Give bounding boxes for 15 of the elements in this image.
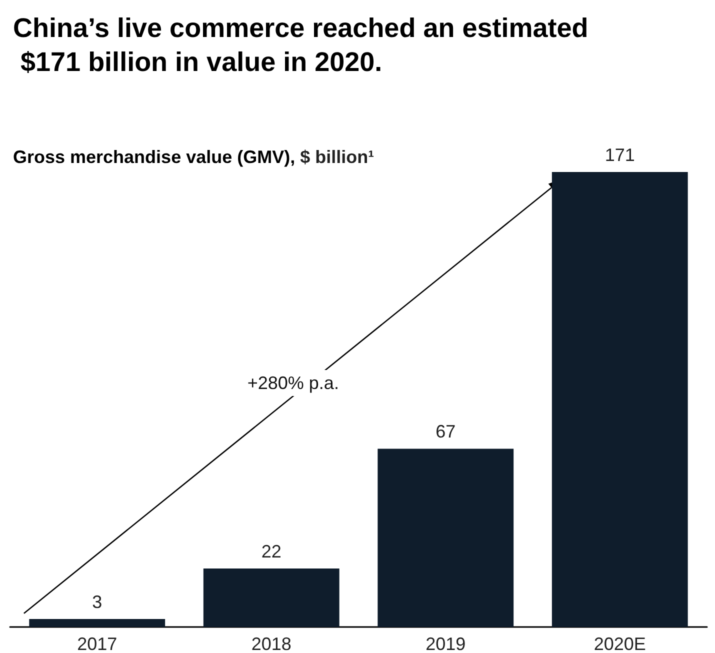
data-label: 67 [436,422,456,442]
x-tick-label: 2018 [251,634,292,653]
x-tick-label: 2020E [594,634,646,653]
bar [552,172,688,627]
annotation: +280% p.a. [247,373,339,394]
data-label: 171 [604,145,635,165]
x-tick-label: 2017 [77,634,118,653]
bar [29,619,166,627]
bar [203,568,340,627]
chart-subtitle: Gross merchandise value (GMV), $ billion¹ [13,147,374,167]
data-label: 3 [92,592,102,612]
bar [378,448,514,627]
chart-title: China’s live commerce reached an estimated $171 billion in value in 2020. [13,13,588,77]
x-tick-label: 2019 [426,634,466,653]
data-label: 22 [261,541,282,562]
